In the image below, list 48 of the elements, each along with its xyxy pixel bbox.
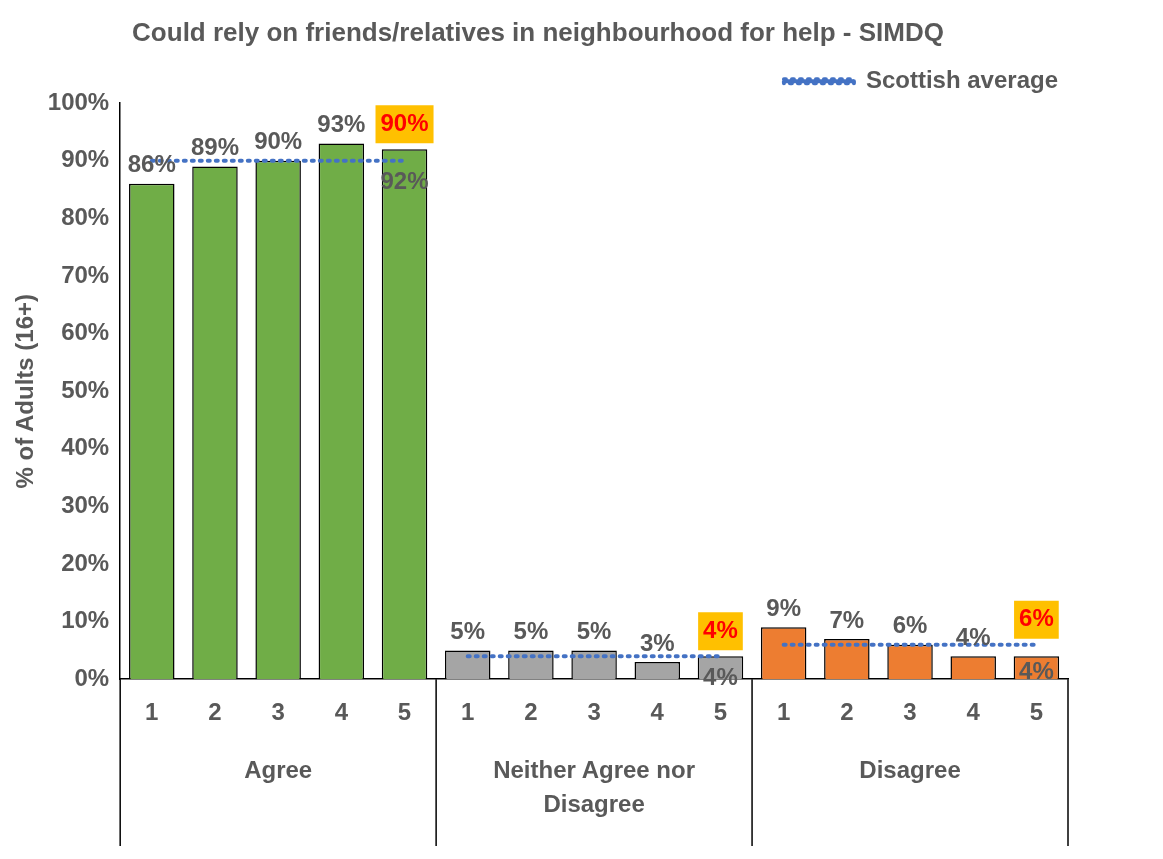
x-tick-label: 5 bbox=[713, 698, 728, 726]
x-tick-label: 5 bbox=[1029, 698, 1044, 726]
x-tick-label: 3 bbox=[271, 698, 285, 726]
chart-title: Could rely on friends/relatives in neighbourhood for help - SIMDQ bbox=[132, 16, 944, 47]
x-tick-label: 4 bbox=[650, 698, 665, 726]
data-label: 4% bbox=[955, 622, 991, 650]
x-tick-label: 5 bbox=[397, 698, 412, 726]
y-tick-label: 20% bbox=[61, 548, 110, 576]
text: Agree bbox=[244, 755, 313, 783]
data-label: 9% bbox=[766, 593, 801, 621]
y-axis-title: % of Adults (16+) bbox=[11, 293, 39, 489]
y-tick-label: 60% bbox=[61, 318, 110, 346]
data-label: 6% bbox=[1019, 604, 1054, 632]
x-tick-label: 1 bbox=[461, 698, 475, 726]
x-tick-label: 4 bbox=[966, 698, 981, 726]
text: Neither Agree nor Disagree bbox=[493, 755, 696, 817]
data-label: 4% bbox=[1019, 656, 1054, 684]
x-tick-label: 1 bbox=[776, 698, 791, 726]
data-label: 90% bbox=[380, 108, 429, 136]
data-label: 93% bbox=[317, 110, 366, 138]
y-tick-label: 0% bbox=[74, 663, 110, 691]
x-tick-label: 2 bbox=[840, 698, 854, 726]
x-tick-label: 1 bbox=[145, 698, 159, 726]
data-label: 86% bbox=[127, 150, 176, 178]
y-tick-label: 10% bbox=[61, 606, 110, 634]
data-label: 89% bbox=[190, 133, 239, 161]
data-label: 3% bbox=[639, 628, 675, 656]
data-label: 5% bbox=[576, 617, 612, 645]
y-tick-label: 40% bbox=[61, 433, 110, 461]
x-tick-label: 3 bbox=[903, 698, 917, 726]
x-tick-label: 3 bbox=[587, 698, 601, 726]
y-tick-label: 50% bbox=[61, 375, 110, 403]
legend-label: Scottish average bbox=[865, 65, 1059, 93]
x-tick-label: 2 bbox=[524, 698, 538, 726]
y-tick-label: 100% bbox=[47, 87, 110, 115]
data-label: 4% bbox=[703, 615, 738, 643]
x-tick-label: 4 bbox=[334, 698, 349, 726]
text: Disagree bbox=[859, 755, 961, 783]
y-tick-label: 30% bbox=[61, 491, 110, 519]
x-tick-label: 2 bbox=[208, 698, 222, 726]
data-label: 90% bbox=[254, 127, 303, 155]
data-label: 5% bbox=[513, 617, 549, 645]
y-tick-label: 80% bbox=[61, 203, 110, 231]
data-label: 6% bbox=[892, 611, 928, 639]
data-label: 7% bbox=[829, 605, 865, 633]
y-tick-label: 90% bbox=[61, 145, 110, 173]
y-tick-label: 70% bbox=[61, 260, 110, 288]
data-label: 5% bbox=[450, 617, 486, 645]
